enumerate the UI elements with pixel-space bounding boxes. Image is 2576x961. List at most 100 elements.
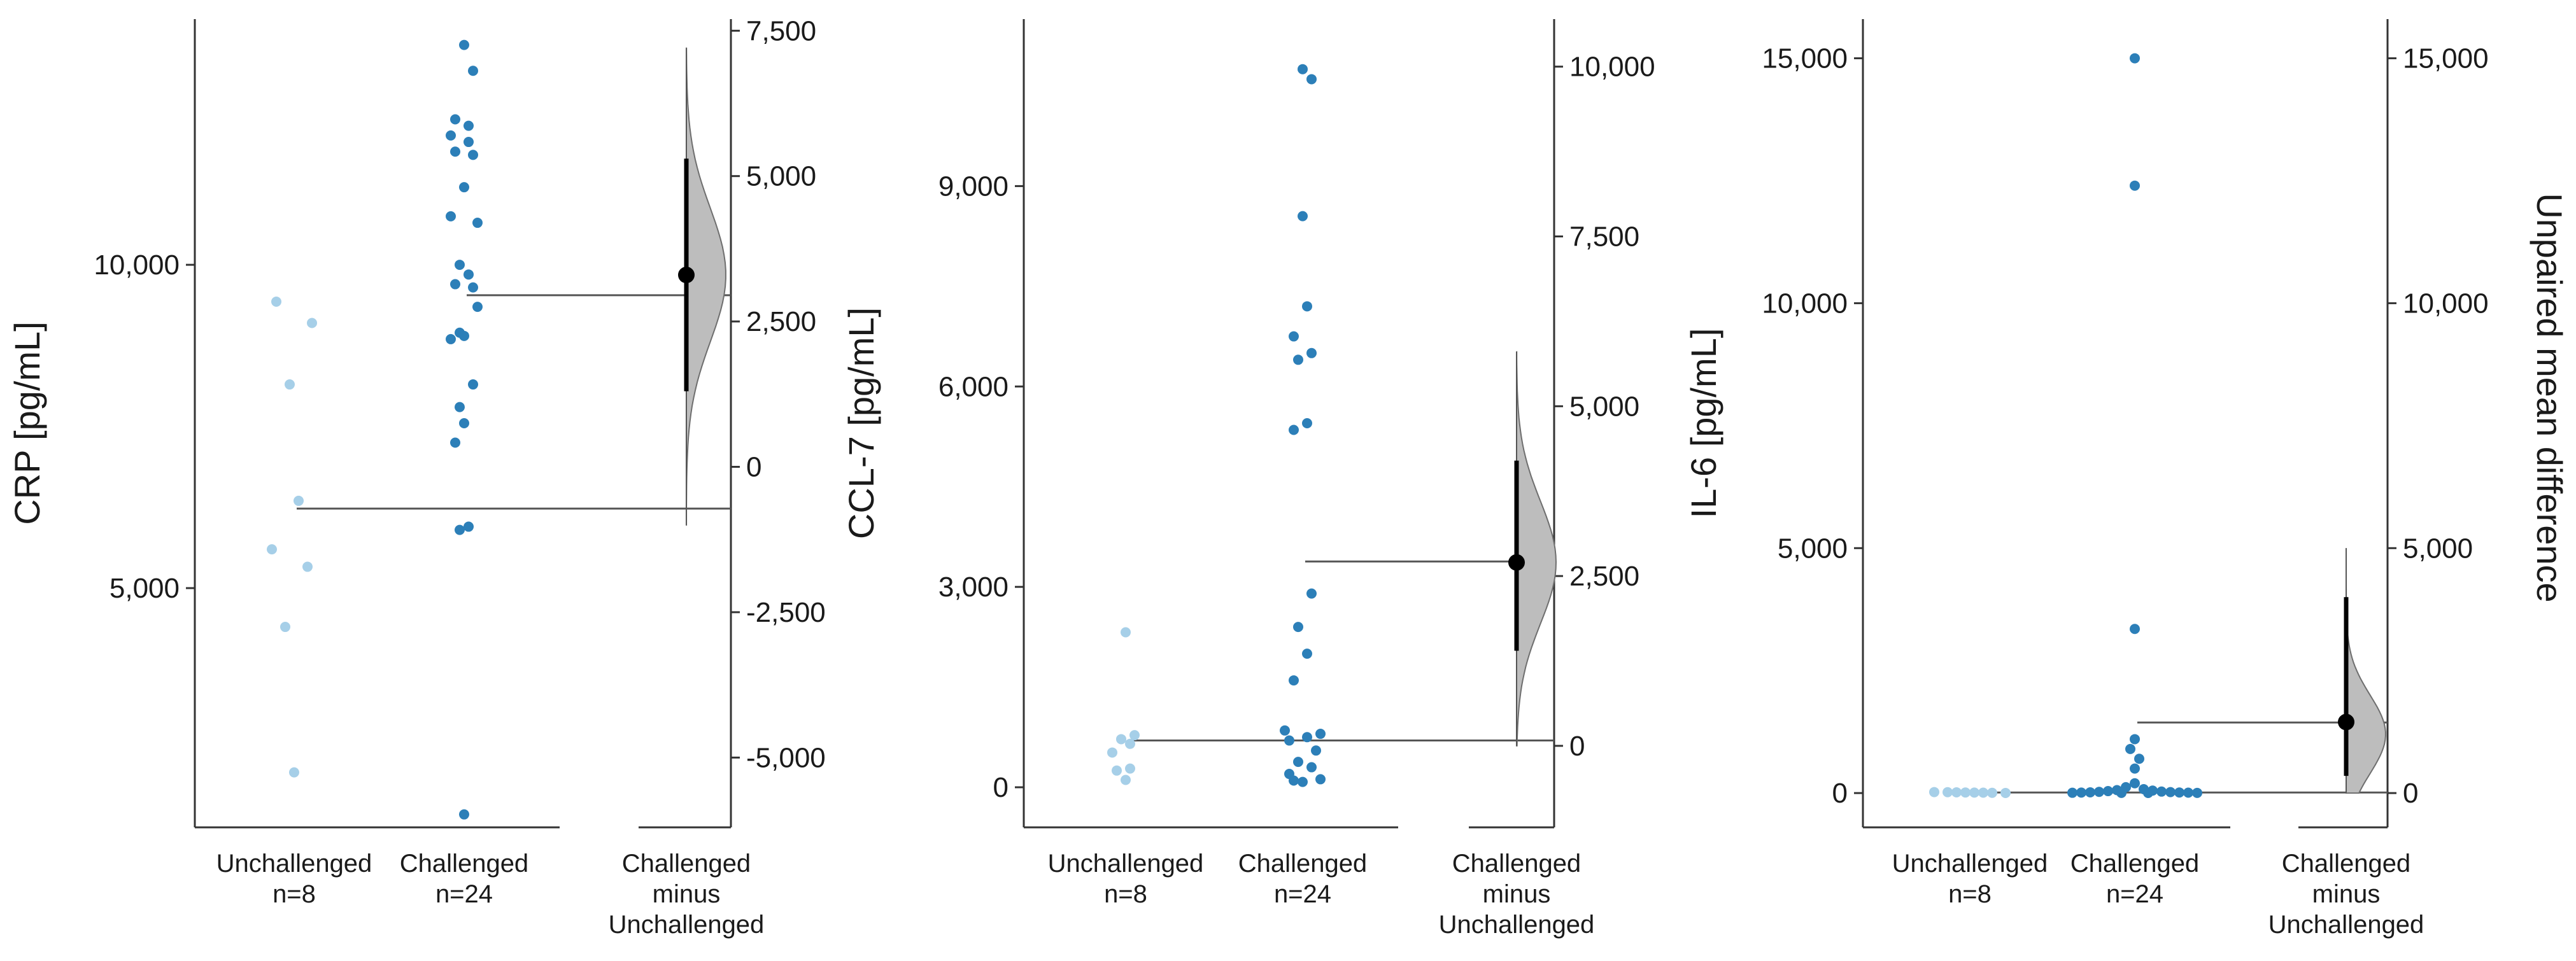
data-point-unchallenged xyxy=(1969,787,1979,798)
data-point-challenged xyxy=(2174,787,2184,798)
data-point-challenged xyxy=(468,379,478,390)
data-point-challenged xyxy=(450,114,460,125)
data-point-unchallenged xyxy=(1121,627,1131,638)
contrast-label-line: minus xyxy=(2312,880,2381,908)
data-point-challenged xyxy=(468,66,478,76)
data-point-challenged xyxy=(2130,778,2140,789)
data-point-challenged xyxy=(2130,624,2140,635)
data-point-challenged xyxy=(2094,787,2104,797)
data-point-challenged xyxy=(1302,732,1312,743)
data-point-challenged xyxy=(2076,787,2086,798)
data-point-challenged xyxy=(459,39,469,50)
right-tick-label: 10,000 xyxy=(1569,52,1655,83)
bootstrap-distribution xyxy=(2346,548,2386,794)
data-point-challenged xyxy=(2130,734,2140,745)
data-point-challenged xyxy=(455,402,465,412)
data-point-challenged xyxy=(1293,757,1303,768)
data-point-unchallenged xyxy=(1960,787,1971,798)
data-point-challenged xyxy=(450,279,460,290)
data-point-challenged xyxy=(1284,735,1294,746)
category-n-label: n=8 xyxy=(1104,880,1147,908)
data-point-challenged xyxy=(472,218,483,228)
right-tick-label: 7,500 xyxy=(1569,221,1639,253)
data-point-challenged xyxy=(1302,301,1312,312)
chart-panel-1: 5,000 10,000 -5,000 -2,500 0 2,500 5,000 7,500 C… xyxy=(7,15,826,939)
data-point-unchallenged xyxy=(280,622,290,633)
data-point-challenged xyxy=(468,150,478,160)
data-point-unchallenged xyxy=(2000,787,2011,798)
data-point-challenged xyxy=(468,282,478,293)
data-point-unchallenged xyxy=(267,544,277,555)
data-point-unchallenged xyxy=(1929,787,1939,797)
data-point-challenged xyxy=(1289,775,1299,786)
category-n-label: n=24 xyxy=(435,880,493,908)
left-tick-label: 10,000 xyxy=(94,249,180,281)
data-point-challenged xyxy=(1306,762,1317,773)
left-tick-label: 6,000 xyxy=(938,371,1008,402)
data-point-challenged xyxy=(2143,787,2153,798)
data-point-unchallenged xyxy=(1116,734,1126,745)
data-point-unchallenged xyxy=(1129,730,1140,741)
data-point-challenged xyxy=(2130,53,2140,64)
data-point-unchallenged xyxy=(1978,787,1988,798)
category-label: Challenged xyxy=(2070,850,2199,878)
data-point-unchallenged xyxy=(1112,765,1122,776)
data-point-unchallenged xyxy=(307,318,317,328)
data-point-unchallenged xyxy=(1107,747,1117,758)
left-tick-label: 0 xyxy=(1832,778,1848,809)
contrast-label-line: Unchallenged xyxy=(2268,911,2424,939)
data-point-challenged xyxy=(450,146,460,157)
right-tick-label: 0 xyxy=(2403,778,2418,809)
mean-difference-point xyxy=(678,267,695,284)
chart-panel-2: 0 3,000 6,000 9,000 0 2,500 5,000 7,500 10,000 CC… xyxy=(841,19,1655,939)
data-point-challenged xyxy=(1315,774,1326,785)
data-point-challenged xyxy=(2183,787,2193,798)
left-tick-label: 3,000 xyxy=(938,572,1008,603)
contrast-label-line: minus xyxy=(653,880,721,908)
right-axis-label: Unpaired mean difference xyxy=(2530,193,2570,602)
contrast-label-line: Challenged xyxy=(622,850,751,878)
data-point-challenged xyxy=(2085,787,2095,797)
bootstrap-distribution xyxy=(686,47,726,526)
data-point-unchallenged xyxy=(1121,775,1131,785)
data-point-challenged xyxy=(2156,786,2167,797)
data-point-challenged xyxy=(446,130,456,141)
mean-difference-point xyxy=(2338,713,2354,731)
data-point-challenged xyxy=(464,521,474,532)
category-label: Challenged xyxy=(400,850,528,878)
data-point-challenged xyxy=(1311,745,1321,756)
data-point-unchallenged xyxy=(1987,787,1997,798)
data-point-challenged xyxy=(1306,588,1317,599)
data-point-unchallenged xyxy=(1125,738,1135,749)
data-point-unchallenged xyxy=(289,767,299,778)
data-point-challenged xyxy=(1293,622,1303,633)
right-tick-label: 2,500 xyxy=(1569,561,1639,592)
right-tick-label: 5,000 xyxy=(746,161,816,192)
data-point-challenged xyxy=(1298,776,1308,787)
data-point-challenged xyxy=(1306,74,1317,85)
data-point-challenged xyxy=(446,333,456,344)
data-point-challenged xyxy=(459,182,469,193)
data-point-challenged xyxy=(1302,418,1312,428)
data-point-challenged xyxy=(446,211,456,221)
data-point-challenged xyxy=(1289,331,1299,342)
data-point-challenged xyxy=(2125,743,2135,754)
right-tick-label: 15,000 xyxy=(2403,43,2489,74)
data-point-unchallenged xyxy=(294,495,304,506)
data-point-unchallenged xyxy=(1951,787,1962,797)
data-point-challenged xyxy=(1298,64,1308,74)
right-tick-label: 2,500 xyxy=(746,306,816,337)
data-point-unchallenged xyxy=(1943,787,1953,797)
category-n-label: n=24 xyxy=(1274,880,1331,908)
data-point-challenged xyxy=(455,524,465,535)
category-label: Unchallenged xyxy=(1048,850,1204,878)
data-point-challenged xyxy=(2116,787,2127,798)
right-tick-label: 0 xyxy=(746,452,761,483)
data-point-challenged xyxy=(459,418,469,428)
contrast-label-line: Challenged xyxy=(2282,850,2410,878)
data-point-challenged xyxy=(1289,424,1299,435)
mean-difference-point xyxy=(1508,554,1525,571)
y-axis-label: CRP [pg/mL] xyxy=(7,321,47,525)
data-point-challenged xyxy=(2130,763,2140,774)
data-point-challenged xyxy=(2165,787,2176,797)
